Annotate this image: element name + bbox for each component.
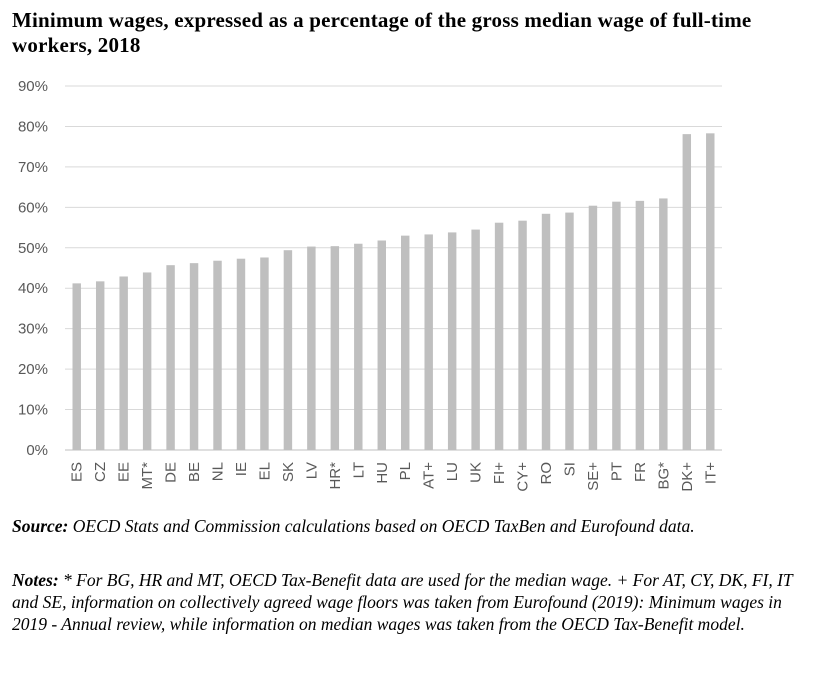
- x-tick-label: ES: [69, 462, 86, 482]
- bar: [236, 258, 246, 450]
- bar: [354, 243, 363, 450]
- x-tick-label: FI+: [491, 462, 508, 484]
- x-tick-label: DE: [163, 462, 180, 483]
- x-tick-label: AT+: [421, 462, 438, 489]
- bar: [213, 260, 222, 450]
- x-tick-label: IT+: [702, 462, 719, 484]
- x-tick-label: MT*: [139, 462, 156, 490]
- x-tick-label: UK: [468, 462, 485, 483]
- bar: [682, 134, 692, 450]
- bar: [706, 133, 715, 450]
- x-tick-label: PT: [608, 462, 625, 481]
- x-axis-ticks: ES CZ EE MT* DE BE NL IE EL SK LV HR* LT HU PL AT+ LU UK F…: [69, 462, 720, 492]
- bar: [612, 201, 621, 450]
- bar: [494, 222, 504, 450]
- bar: [659, 198, 668, 450]
- y-tick-label: 60%: [18, 199, 48, 216]
- bar-chart: 0% 10% 20% 30% 40% 50% 60% 70% 80% 90% ES CZ EE MT* D…: [0, 70, 825, 510]
- x-tick-label: HR*: [327, 462, 344, 490]
- y-axis-ticks: 0% 10% 20% 30% 40% 50% 60% 70% 80% 90%: [18, 78, 48, 459]
- y-tick-label: 40%: [18, 280, 48, 297]
- bar: [307, 246, 316, 450]
- x-tick-label: FR: [632, 462, 649, 482]
- y-tick-label: 20%: [18, 361, 48, 378]
- x-tick-label: SK: [280, 462, 297, 482]
- x-tick-label: BE: [186, 462, 203, 482]
- bar: [541, 213, 551, 450]
- source-note: Source: OECD Stats and Commission calcul…: [12, 515, 812, 537]
- x-tick-label: LT: [350, 462, 367, 478]
- source-text: OECD Stats and Commission calculations b…: [68, 516, 695, 536]
- notes-label: Notes:: [12, 570, 59, 590]
- bar: [401, 235, 410, 450]
- x-tick-label: EE: [116, 462, 133, 482]
- x-tick-label: PL: [397, 462, 414, 480]
- gridlines: [65, 85, 722, 451]
- x-tick-label: LU: [444, 462, 461, 481]
- bar: [471, 229, 480, 450]
- bar: [565, 212, 574, 450]
- y-tick-label: 70%: [18, 159, 48, 176]
- bars: [72, 133, 715, 450]
- x-tick-label: SI: [561, 462, 578, 476]
- notes: Notes: * For BG, HR and MT, OECD Tax-Ben…: [12, 569, 812, 635]
- bar: [72, 283, 81, 450]
- x-tick-label: EL: [256, 462, 273, 480]
- bar: [588, 205, 598, 450]
- x-tick-label: IE: [233, 462, 250, 476]
- x-tick-label: NL: [210, 462, 227, 481]
- y-tick-label: 0%: [26, 442, 48, 459]
- notes-text: * For BG, HR and MT, OECD Tax-Benefit da…: [12, 570, 793, 634]
- x-tick-label: BG*: [655, 462, 672, 490]
- bar: [283, 250, 293, 450]
- x-tick-label: SE+: [585, 462, 602, 491]
- bar: [330, 246, 340, 450]
- y-tick-label: 30%: [18, 321, 48, 338]
- bar: [119, 276, 128, 450]
- bar: [260, 257, 269, 450]
- bar-chart-svg: 0% 10% 20% 30% 40% 50% 60% 70% 80% 90% ES CZ EE MT* D…: [18, 78, 722, 492]
- bar: [635, 200, 645, 450]
- bar: [142, 272, 152, 450]
- x-tick-label: RO: [538, 462, 555, 485]
- bar: [424, 234, 433, 450]
- y-tick-label: 10%: [18, 402, 48, 419]
- x-tick-label: HU: [374, 462, 391, 484]
- bar: [166, 265, 175, 450]
- bar: [189, 263, 199, 450]
- x-tick-label: LV: [303, 462, 320, 479]
- bar: [518, 220, 527, 450]
- x-tick-label: CY+: [515, 462, 532, 492]
- bar: [377, 240, 386, 450]
- chart-title: Minimum wages, expressed as a percentage…: [12, 8, 752, 57]
- bar: [95, 281, 105, 450]
- x-tick-label: CZ: [92, 462, 109, 482]
- y-tick-label: 80%: [18, 118, 48, 135]
- y-tick-label: 90%: [18, 78, 48, 95]
- bar: [447, 232, 457, 450]
- x-tick-label: DK+: [679, 462, 696, 492]
- source-label: Source:: [12, 516, 69, 536]
- y-tick-label: 50%: [18, 240, 48, 257]
